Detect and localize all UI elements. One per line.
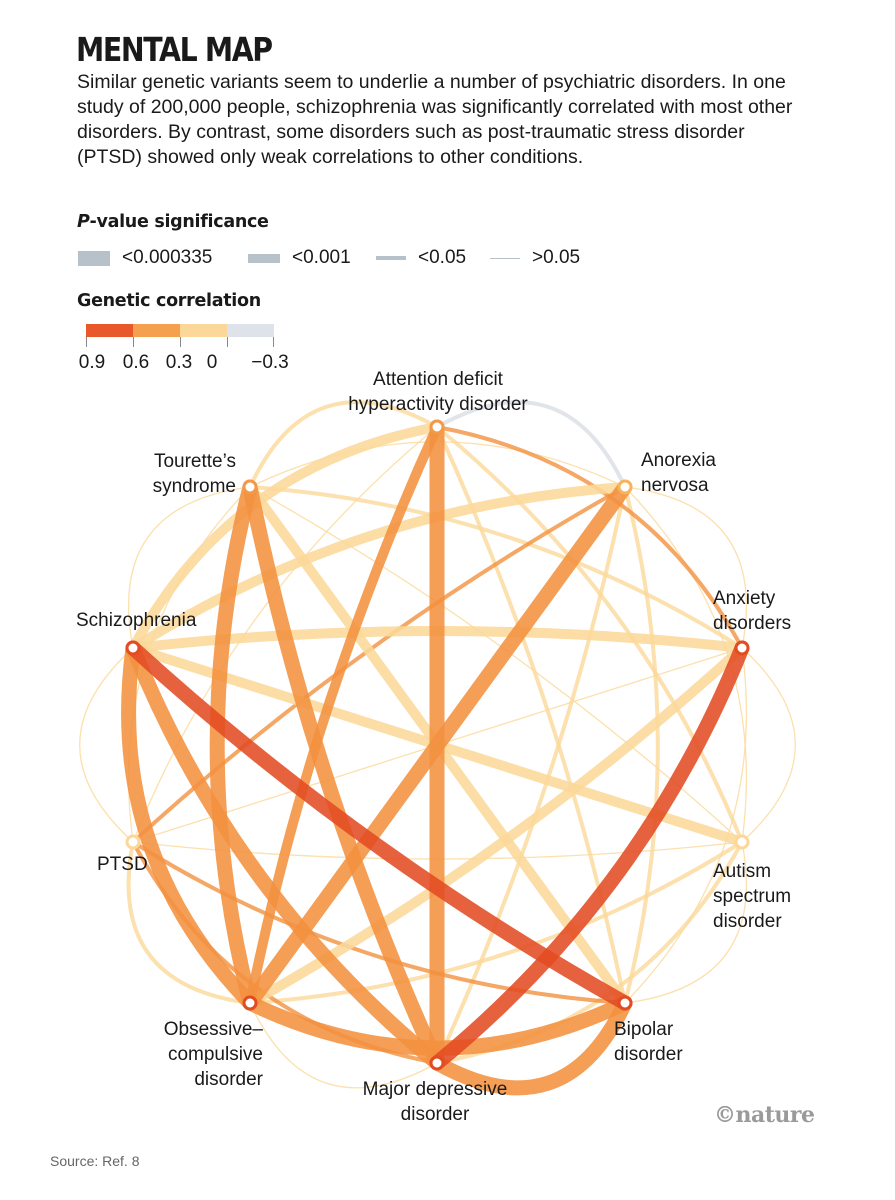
node-label-anorexia: Anorexia nervosa (641, 450, 716, 496)
node-tourette (242, 479, 258, 495)
edge-autism-ocd (248, 840, 744, 1005)
node-schizophrenia (125, 640, 141, 656)
node-autism (734, 834, 750, 850)
correlation-tick-label: 0.9 (78, 352, 106, 373)
p-letter: P (77, 212, 90, 232)
source-note: Source: Ref. 8 (50, 1153, 140, 1169)
edge-ptsd-ocd (126, 840, 252, 1005)
edge-schizophrenia-ocd (121, 640, 258, 1011)
significance-legend-title: P-value significance (77, 212, 269, 232)
significance-label: >0.05 (532, 247, 581, 268)
node-label-ocd: Obsessive– compulsive disorder (163, 1019, 263, 1090)
significance-swatch (376, 256, 406, 260)
edge-anorexia-schizophrenia (128, 482, 630, 653)
significance-label: <0.05 (418, 247, 467, 268)
edge-adhd-ocd (245, 422, 442, 1008)
node-label-autism: Autism spectrum disorder (713, 861, 792, 932)
correlation-tick-label: 0 (206, 352, 218, 373)
significance-item-2: <0.001 (248, 246, 351, 270)
significance-label: <0.000335 (122, 247, 213, 268)
node-layer (125, 419, 750, 1071)
significance-title-rest: -value significance (89, 212, 269, 232)
correlation-tick-label: −0.3 (251, 352, 289, 373)
edge-anorexia-bipolar (623, 485, 660, 1005)
edge-tourette-ocd (209, 479, 258, 1011)
correlation-segment (86, 324, 133, 337)
edge-tourette-schizophrenia (127, 486, 251, 649)
edge-anorexia-anxiety (624, 486, 748, 649)
correlation-tick (227, 337, 228, 347)
correlation-tick (273, 337, 274, 347)
correlation-ticks (86, 337, 276, 349)
node-ptsd (125, 834, 141, 850)
edge-schizophrenia-mdd (125, 640, 445, 1071)
significance-label: <0.001 (292, 247, 351, 268)
edge-layer (79, 400, 796, 1096)
correlation-segment (227, 324, 274, 337)
edge-adhd-tourette (248, 400, 439, 489)
edge-adhd-anorexia (435, 400, 627, 489)
node-label-schizophrenia: Schizophrenia (76, 610, 197, 631)
node-label-bipolar: Bipolar disorder (614, 1019, 683, 1065)
node-label-mdd: Major depressive disorder (362, 1079, 508, 1125)
correlation-tick-label: 0.3 (165, 352, 193, 373)
edge-ptsd-schizophrenia (79, 647, 134, 843)
significance-swatch (490, 257, 520, 259)
significance-item-4: >0.05 (490, 246, 580, 270)
edge-mdd-bipolar (429, 995, 633, 1096)
correlation-color-bar (86, 324, 274, 337)
significance-swatch (78, 250, 110, 266)
edge-anorexia-ocd (242, 479, 633, 1011)
node-adhd (429, 419, 445, 435)
correlation-segment (180, 324, 227, 337)
edge-tourette-anxiety (248, 485, 744, 650)
edge-mdd-anxiety (429, 640, 750, 1071)
edge-anxiety-autism (741, 647, 796, 843)
node-label-anxiety: Anxiety disorders (713, 588, 792, 634)
edge-mdd-ocd (249, 1002, 438, 1089)
correlation-tick (133, 337, 134, 347)
edge-ptsd-bipolar (131, 840, 627, 1005)
node-ocd (242, 995, 258, 1011)
node-label-tourette: Tourette’s syndrome (152, 451, 236, 497)
significance-swatch (248, 253, 280, 263)
correlation-tick (180, 337, 181, 347)
node-anorexia (617, 479, 633, 495)
node-bipolar (617, 995, 633, 1011)
node-label-adhd: Attention deficit hyperactivity disorder (348, 369, 528, 415)
intro-text: Similar genetic variants seem to underli… (77, 71, 793, 168)
correlation-legend-title: Genetic correlation (77, 291, 261, 311)
significance-item-3: <0.05 (376, 246, 466, 270)
node-anxiety (734, 640, 750, 656)
correlation-tick (86, 337, 87, 347)
significance-item-1: <0.000335 (78, 246, 212, 270)
node-mdd (429, 1055, 445, 1071)
edge-ptsd-adhd (132, 426, 438, 843)
edge-autism-bipolar (624, 841, 748, 1004)
nature-credit: ©nature (714, 1102, 815, 1128)
correlation-tick-label: 0.6 (122, 352, 150, 373)
edge-autism-adhd (435, 425, 744, 844)
node-label-ptsd: PTSD (97, 854, 148, 875)
figure-title: MENTAL MAP (76, 30, 273, 69)
edge-tourette-mdd (242, 479, 445, 1071)
correlation-segment (133, 324, 180, 337)
